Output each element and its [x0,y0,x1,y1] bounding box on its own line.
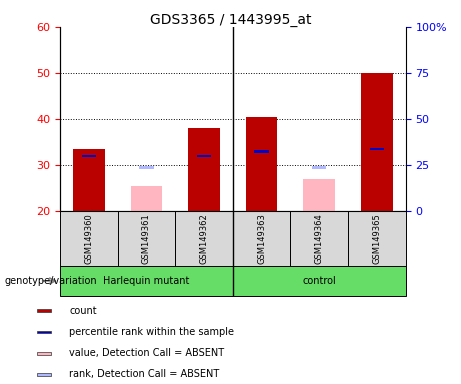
Text: rank, Detection Call = ABSENT: rank, Detection Call = ABSENT [69,369,219,379]
Text: GSM149364: GSM149364 [315,213,324,264]
Text: genotype/variation: genotype/variation [5,276,97,286]
Text: Harlequin mutant: Harlequin mutant [103,276,189,286]
Bar [37,373,51,376]
Text: percentile rank within the sample: percentile rank within the sample [69,327,234,337]
Bar [312,166,326,169]
Bar [233,211,290,266]
Bar [82,154,96,157]
Bar [130,186,162,211]
Text: value, Detection Call = ABSENT: value, Detection Call = ABSENT [69,348,224,358]
Bar [254,150,269,153]
Text: GDS3365 / 1443995_at: GDS3365 / 1443995_at [150,13,311,27]
Bar [73,149,105,211]
Bar [118,211,175,266]
Bar [197,154,211,157]
Text: control: control [302,276,336,286]
Text: GSM149361: GSM149361 [142,213,151,264]
Bar [37,352,51,354]
Bar [370,147,384,151]
Text: GSM149360: GSM149360 [84,213,93,264]
Bar [233,266,406,296]
Bar [37,310,51,312]
Bar [348,211,406,266]
Bar [60,211,118,266]
Text: GSM149362: GSM149362 [200,213,208,264]
Bar [246,117,278,211]
Text: GSM149363: GSM149363 [257,213,266,264]
Bar [290,211,348,266]
Bar [139,166,154,169]
Bar [361,73,393,211]
Bar [175,211,233,266]
Bar [60,266,233,296]
Text: GSM149365: GSM149365 [372,213,381,264]
Bar [188,128,220,211]
Text: count: count [69,306,97,316]
Bar [37,331,51,333]
Bar [303,179,335,211]
